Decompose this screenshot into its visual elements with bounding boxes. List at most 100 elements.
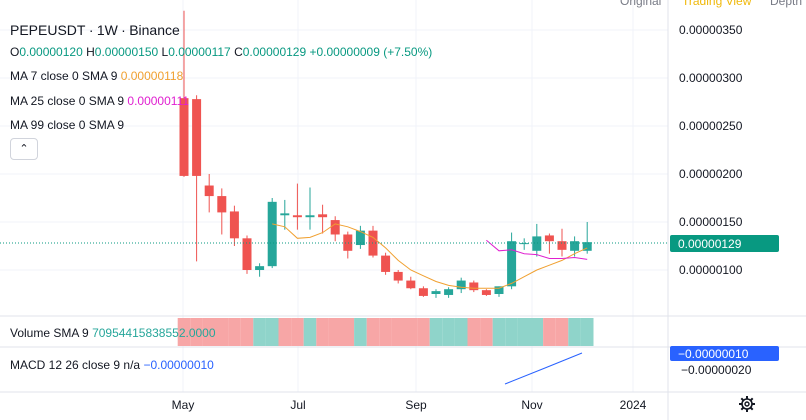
candle-body [217,196,227,213]
volume-bar [517,318,531,346]
volume-legend[interactable]: Volume SMA 9 70954415838552.0000 [10,326,216,340]
volume-value: 70954415838552.0000 [92,326,216,340]
x-axis-tick: Nov [521,398,542,412]
moving-averages-layer [272,223,588,289]
candle-body [280,213,290,216]
candle-body [229,211,239,239]
volume-bar [454,318,468,346]
ma7-label: MA 7 close 0 SMA 9 [10,69,118,83]
volume-bar [328,318,342,346]
ohlc-legend: O0.00000120 H0.00000150 L0.00000117 C0.0… [10,45,432,59]
candle-body [444,289,454,295]
candle-body [393,271,403,281]
ma7-line [272,223,588,289]
volume-bar [404,318,418,346]
candle-body [192,99,202,176]
macd-line [504,352,583,385]
change-value: +0.00000009 (+7.50%) [309,45,433,59]
volume-bar [177,318,191,346]
volume-bar [568,318,581,346]
volume-bar [492,318,506,346]
y-axis-tick: 0.00000350 [679,23,743,37]
candles-layer [179,10,592,298]
volume-bar [278,318,292,346]
symbol-title: PEPEUSDT · 1W · Binance [10,22,180,38]
volume-bar [379,318,392,346]
candle-body [204,185,214,197]
close-label: C [234,45,243,59]
candle-body [544,235,554,242]
candle-body [330,220,340,235]
candle-body [179,98,189,176]
candle-body [570,241,580,251]
volume-bar [505,318,518,346]
ma99-legend[interactable]: MA 99 close 0 SMA 9 [10,118,124,132]
low-label: L [161,45,169,59]
exchange-name: Binance [129,22,180,38]
candle-body [305,215,315,218]
y-axis-tick: 0.00000150 [679,215,743,229]
volume-bar [316,318,329,346]
high-value: 0.00000150 [94,45,159,59]
low-value: 0.00000117 [168,45,231,59]
macd-axis-tick: −0.00000020 [681,363,752,377]
volume-bar [228,318,241,346]
volume-bar [291,318,304,346]
macd-value-tag: −0.00000010 [670,346,779,361]
macd-legend[interactable]: MACD 12 26 close 9 n/a −0.00000010 [10,358,214,372]
candle-body [481,290,491,295]
volume-bar [253,318,266,346]
title-separator: · [88,22,94,38]
high-label: H [86,45,95,59]
candle-body [355,230,365,246]
volume-bar [354,318,367,346]
candle-body [456,280,466,290]
x-axis-tick: Jul [290,398,305,412]
volume-bar [555,318,569,346]
original-view-link[interactable]: Original [620,0,662,8]
candle-body [343,234,353,251]
volume-bar [303,318,317,346]
ma25-label: MA 25 close 0 SMA 9 [10,94,125,108]
candle-body [418,288,428,296]
volume-bar [341,318,355,346]
volume-bar [366,318,380,346]
chevron-up-icon: ⌃ [19,143,29,155]
candle-body [469,282,479,291]
volume-bar [190,318,203,346]
candle-body [267,201,277,267]
ma7-legend[interactable]: MA 7 close 0 SMA 9 0.00000118 [10,69,183,83]
volume-label: Volume SMA 9 [10,326,89,340]
macd-na: n/a [123,358,141,372]
candle-body [557,241,567,250]
candle-body [406,280,416,289]
symbol-name: PEPEUSDT [10,22,86,38]
volume-bar [580,318,594,346]
candle-body [582,242,592,251]
current-price-tag: 0.00000129 [670,235,779,252]
volume-bar [391,318,405,346]
macd-layer [504,352,583,385]
collapse-legend-button[interactable]: ⌃ [10,138,38,160]
candle-body [292,215,302,218]
volume-bar [202,318,216,346]
title-separator: · [121,22,126,38]
gear-icon[interactable] [739,396,755,412]
candle-body [507,241,517,287]
depth-link[interactable]: Depth [770,0,803,8]
candle-body [532,236,542,251]
volume-bar [480,318,493,346]
candle-body [431,291,441,294]
y-axis-tick: 0.00000300 [679,71,743,85]
ma25-legend[interactable]: MA 25 close 0 SMA 9 0.00000111 [10,94,189,108]
volume-bar [543,318,556,346]
volume-bar [215,318,229,346]
macd-value-label: −0.00000010 [678,347,749,361]
candle-body [381,255,391,272]
volume-bar [265,318,279,346]
y-axis-tick: 0.00000100 [679,263,743,277]
x-axis-tick: May [172,398,195,412]
volume-layer [177,318,594,346]
tradingview-link[interactable]: Trading View [682,0,752,8]
